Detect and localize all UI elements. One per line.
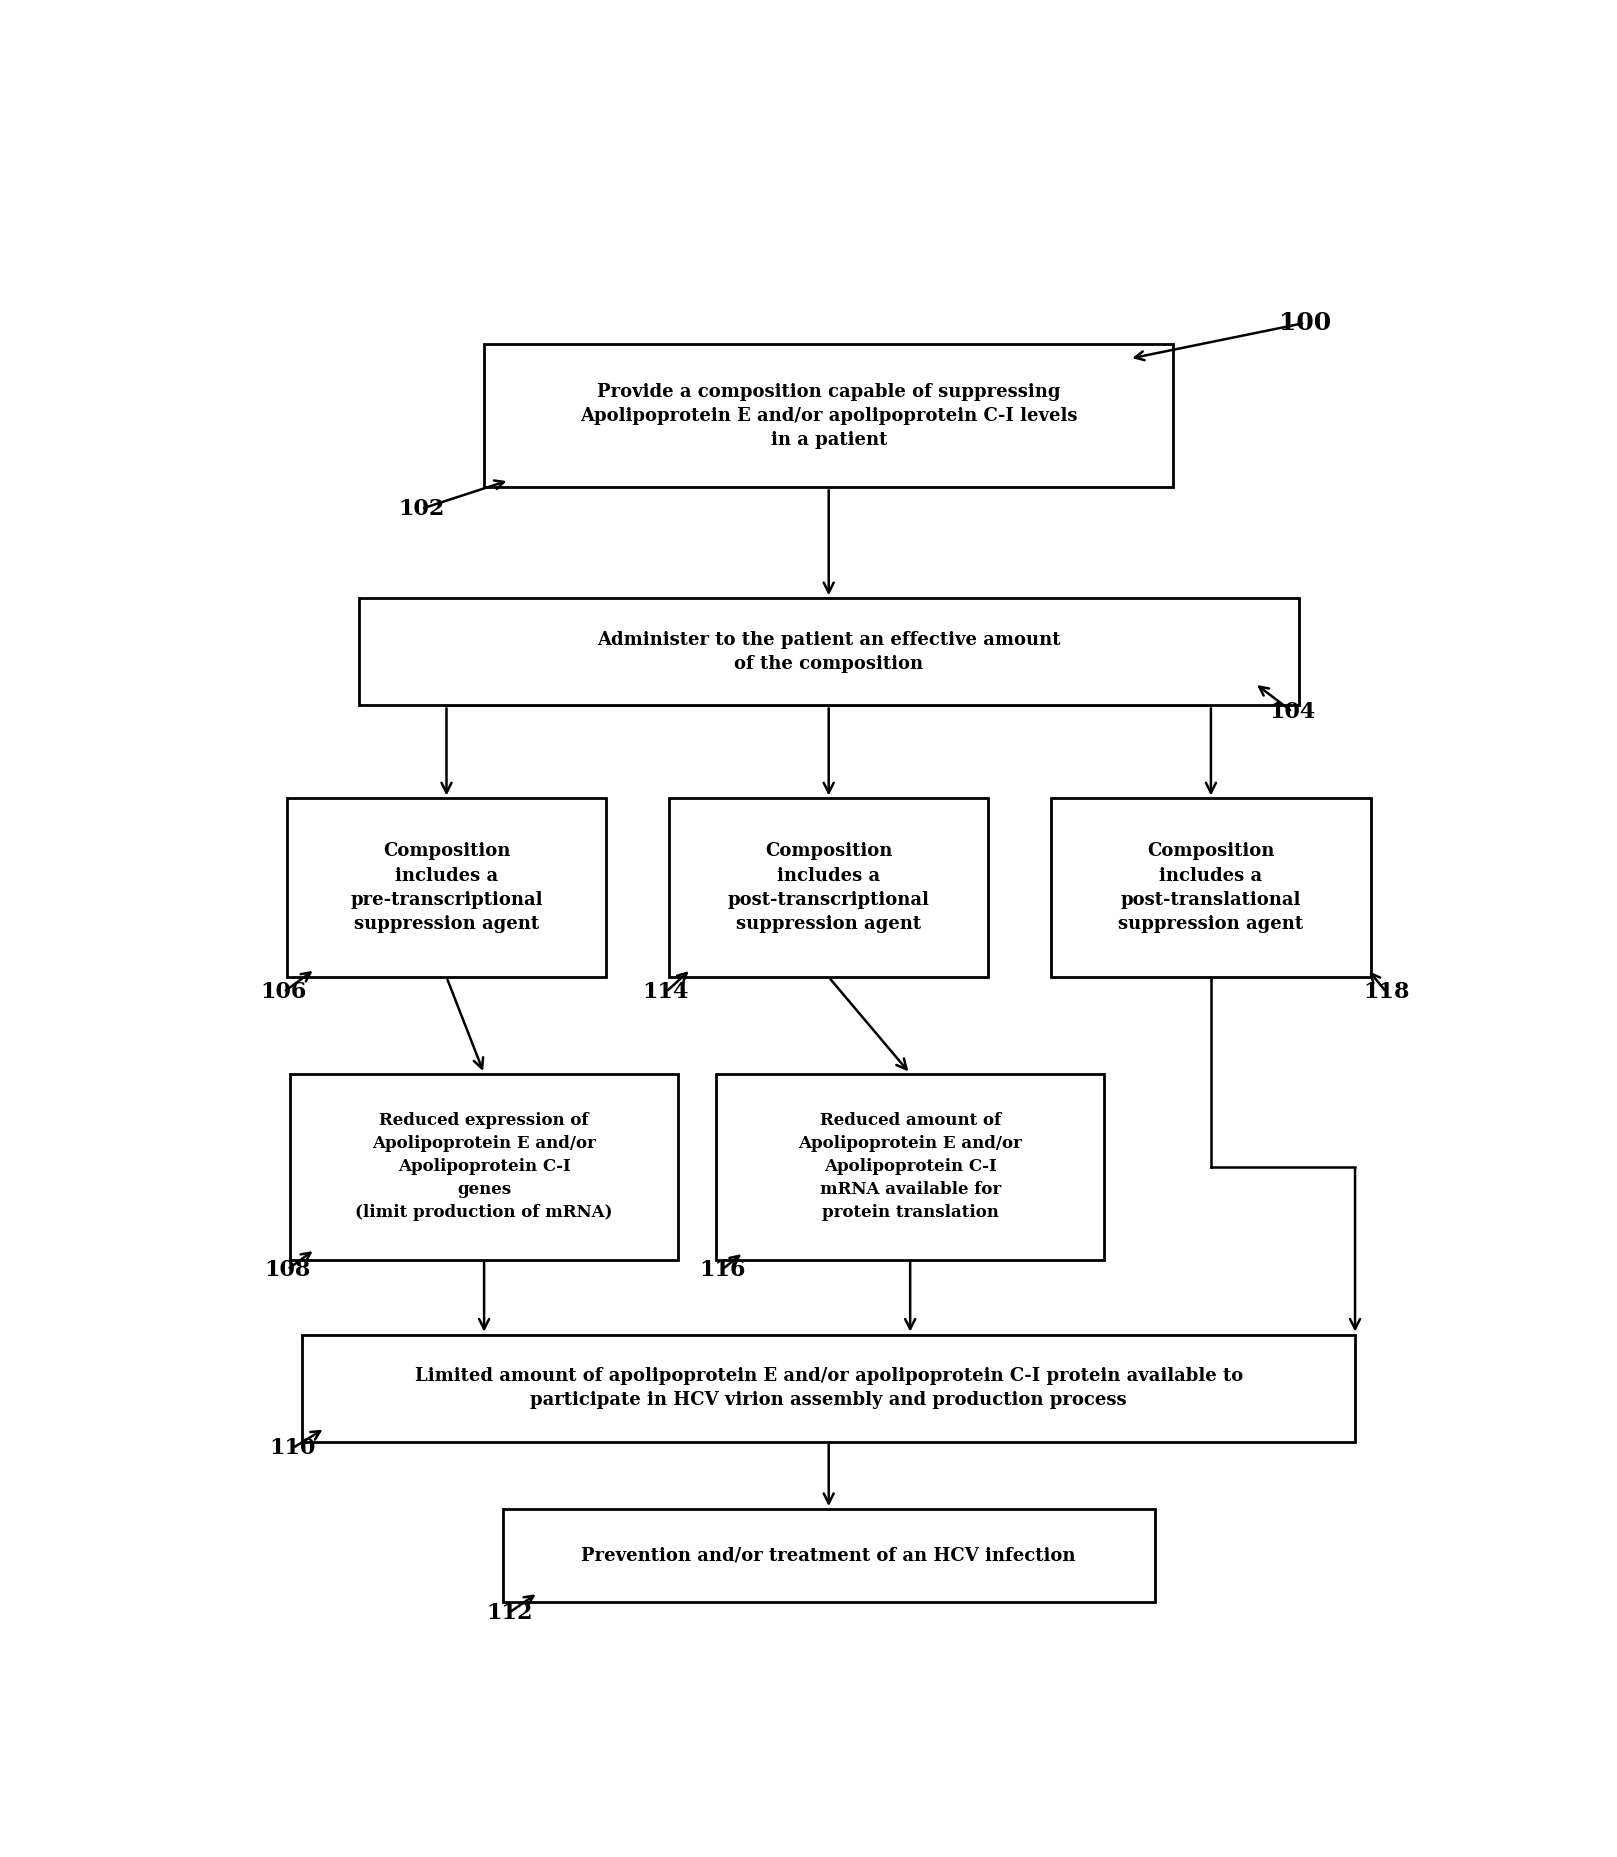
Bar [289, 1073, 679, 1259]
Text: 100: 100 [1279, 310, 1331, 334]
Text: Composition
includes a
post-transcriptional
suppression agent: Composition includes a post-transcriptio… [728, 843, 930, 934]
Text: 106: 106 [260, 980, 307, 1003]
Text: Prevention and/or treatment of an HCV infection: Prevention and/or treatment of an HCV in… [582, 1547, 1075, 1564]
Text: Limited amount of apolipoprotein E and/or apolipoprotein C-I protein available t: Limited amount of apolipoprotein E and/o… [414, 1367, 1243, 1409]
Text: 112: 112 [485, 1603, 532, 1623]
Text: 102: 102 [398, 498, 445, 520]
Text: 108: 108 [264, 1259, 310, 1281]
Text: 114: 114 [642, 980, 689, 1003]
Bar [286, 799, 606, 977]
Bar [669, 799, 988, 977]
Bar [503, 1510, 1155, 1603]
Bar [359, 598, 1298, 706]
Bar [716, 1073, 1104, 1259]
Text: Composition
includes a
post-translational
suppression agent: Composition includes a post-translationa… [1119, 843, 1303, 934]
Text: 104: 104 [1269, 700, 1316, 722]
Bar [483, 344, 1174, 487]
Text: 116: 116 [699, 1259, 745, 1281]
Text: 110: 110 [268, 1437, 315, 1460]
Text: Reduced amount of
Apolipoprotein E and/or
Apolipoprotein C-I
mRNA available for
: Reduced amount of Apolipoprotein E and/o… [799, 1112, 1022, 1220]
Text: Reduced expression of
Apolipoprotein E and/or
Apolipoprotein C-I
genes
(limit pr: Reduced expression of Apolipoprotein E a… [356, 1112, 613, 1220]
Text: 118: 118 [1363, 980, 1410, 1003]
Bar [1051, 799, 1371, 977]
Text: Composition
includes a
pre-transcriptional
suppression agent: Composition includes a pre-transcription… [351, 843, 543, 934]
Text: Provide a composition capable of suppressing
Apolipoprotein E and/or apolipoprot: Provide a composition capable of suppres… [581, 383, 1077, 449]
Text: Administer to the patient an effective amount
of the composition: Administer to the patient an effective a… [597, 631, 1061, 672]
Bar [302, 1335, 1355, 1441]
